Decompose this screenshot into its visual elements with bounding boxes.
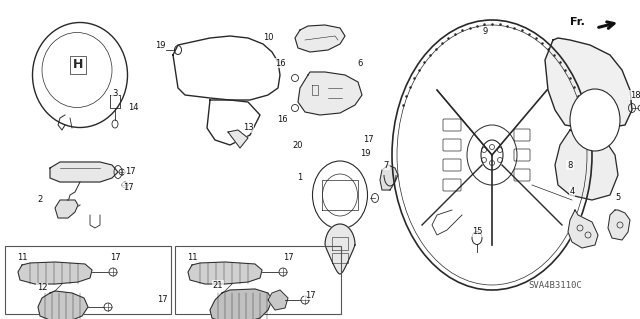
- Text: 16: 16: [276, 115, 287, 124]
- Text: 4: 4: [570, 188, 575, 197]
- Text: 9: 9: [483, 27, 488, 36]
- Polygon shape: [555, 130, 618, 200]
- Polygon shape: [38, 291, 88, 319]
- Text: 17: 17: [123, 182, 133, 191]
- Polygon shape: [268, 290, 288, 310]
- Text: 17: 17: [109, 254, 120, 263]
- Polygon shape: [298, 72, 362, 115]
- Text: 19: 19: [360, 149, 371, 158]
- Text: 2: 2: [37, 196, 43, 204]
- Ellipse shape: [570, 89, 620, 151]
- Polygon shape: [50, 162, 118, 182]
- Polygon shape: [568, 210, 598, 248]
- Text: 17: 17: [157, 295, 167, 305]
- Polygon shape: [380, 165, 398, 190]
- Text: 20: 20: [292, 140, 303, 150]
- Text: 8: 8: [567, 160, 573, 169]
- Text: 15: 15: [472, 227, 483, 236]
- Text: Fr.: Fr.: [570, 17, 585, 27]
- Text: 11: 11: [17, 254, 28, 263]
- Text: SVA4B3110C: SVA4B3110C: [528, 280, 582, 290]
- Text: 5: 5: [616, 194, 621, 203]
- Polygon shape: [55, 200, 78, 218]
- Text: 14: 14: [128, 103, 138, 113]
- Polygon shape: [210, 289, 272, 319]
- Text: 16: 16: [275, 58, 285, 68]
- Polygon shape: [295, 25, 345, 52]
- Bar: [5, 246, 171, 314]
- Text: 17: 17: [125, 167, 135, 176]
- Text: 18: 18: [630, 91, 640, 100]
- Text: 17: 17: [363, 136, 373, 145]
- Text: 21: 21: [212, 280, 223, 290]
- Text: 13: 13: [243, 123, 253, 132]
- Polygon shape: [545, 38, 632, 130]
- Text: 7: 7: [383, 160, 388, 169]
- Text: 17: 17: [283, 254, 293, 263]
- Polygon shape: [228, 130, 248, 148]
- Text: 10: 10: [263, 33, 273, 42]
- Polygon shape: [18, 262, 92, 284]
- Polygon shape: [325, 224, 355, 274]
- Text: 6: 6: [357, 58, 363, 68]
- Text: 12: 12: [36, 284, 47, 293]
- Text: 11: 11: [187, 254, 197, 263]
- Text: 19: 19: [155, 41, 165, 49]
- Text: H: H: [73, 58, 83, 71]
- Text: 17: 17: [305, 291, 316, 300]
- Polygon shape: [188, 262, 262, 284]
- Polygon shape: [608, 210, 630, 240]
- Text: 1: 1: [298, 174, 303, 182]
- Bar: [175, 246, 341, 314]
- Text: 3: 3: [112, 88, 118, 98]
